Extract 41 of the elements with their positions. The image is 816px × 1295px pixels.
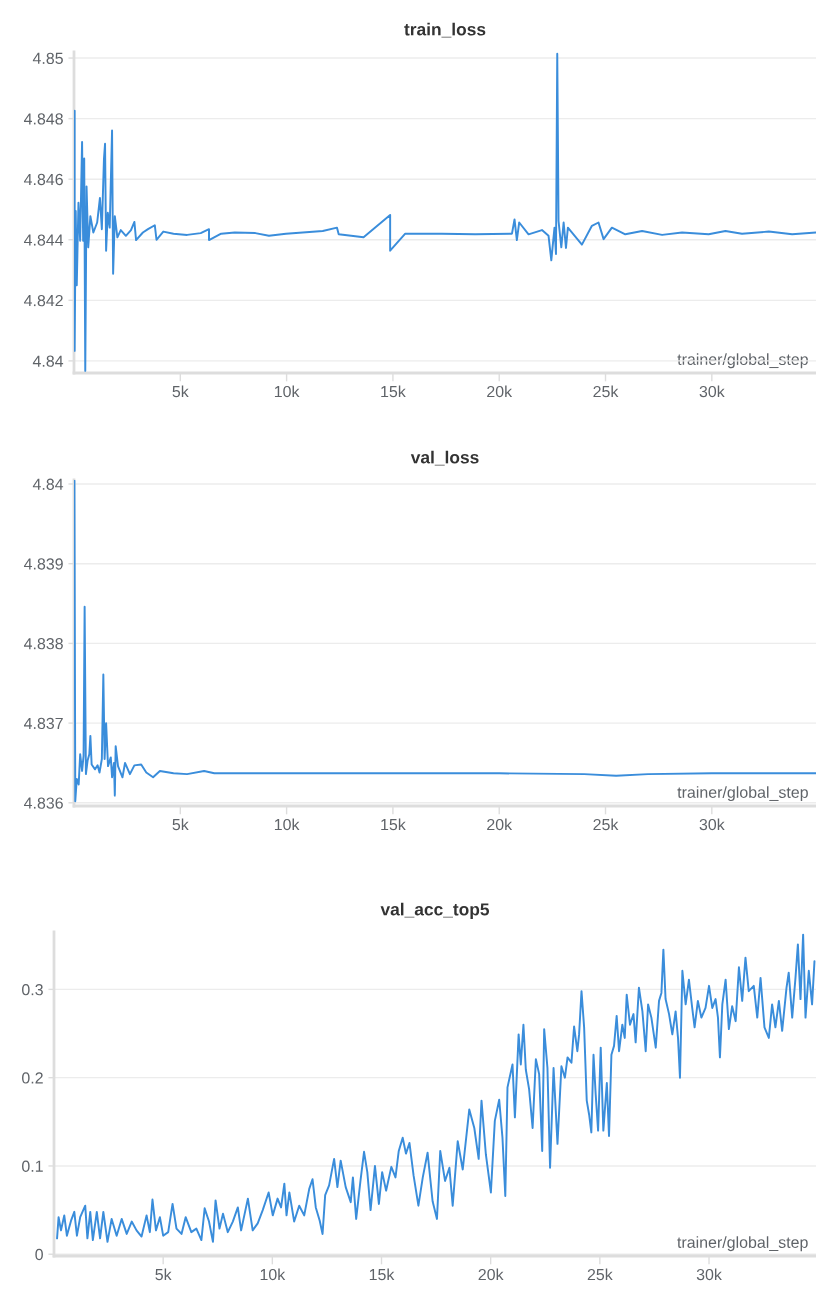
- x-tick-label: 25k: [587, 1268, 613, 1281]
- x-tick-label: 5k: [155, 1268, 172, 1281]
- y-tick-label: 4.837: [23, 717, 63, 730]
- y-tick-label: 0: [35, 1248, 43, 1261]
- chart-title: val_loss: [410, 450, 479, 466]
- line-series: [74, 480, 816, 803]
- y-tick-label: 0.2: [22, 1072, 43, 1084]
- chart-title: val_acc_top5: [380, 902, 490, 919]
- y-tick-label: 4.842: [23, 294, 63, 307]
- x-axis-title: trainer/global_step: [677, 786, 808, 802]
- y-tick-label: 4.846: [23, 173, 63, 186]
- x-axis-title: trainer/global_step: [677, 1236, 808, 1252]
- y-tick-label: 4.844: [23, 234, 64, 246]
- x-axis-title: trainer/global_step: [677, 353, 808, 369]
- x-tick-label: 10k: [260, 1268, 286, 1281]
- line-series: [74, 52, 816, 372]
- x-tick-label: 25k: [593, 818, 619, 831]
- x-tick-label: 15k: [381, 385, 406, 398]
- x-tick-label: 10k: [274, 385, 300, 398]
- x-tick-label: 10k: [274, 818, 300, 831]
- x-tick-label: 5k: [172, 818, 189, 831]
- x-tick-label: 30k: [699, 818, 725, 831]
- chart-title: train_loss: [404, 22, 486, 38]
- x-tick-label: 25k: [593, 385, 619, 398]
- y-tick-label: 4.84: [32, 478, 64, 490]
- x-tick-label: 20k: [487, 818, 513, 831]
- y-tick-label: 4.85: [32, 52, 63, 64]
- y-tick-label: 0.1: [22, 1160, 43, 1172]
- y-tick-label: 4.848: [23, 113, 63, 125]
- x-tick-label: 15k: [381, 818, 406, 831]
- x-tick-label: 15k: [369, 1268, 395, 1281]
- y-tick-label: 0.3: [22, 984, 43, 996]
- x-tick-label: 5k: [172, 385, 189, 398]
- y-tick-label: 4.84: [32, 355, 64, 367]
- x-tick-label: 30k: [696, 1268, 722, 1281]
- x-tick-label: 20k: [478, 1268, 504, 1281]
- y-tick-label: 4.839: [23, 558, 63, 570]
- x-tick-label: 30k: [699, 385, 725, 398]
- x-tick-label: 20k: [487, 385, 513, 398]
- y-tick-label: 4.838: [23, 638, 63, 650]
- y-tick-label: 4.836: [23, 797, 63, 809]
